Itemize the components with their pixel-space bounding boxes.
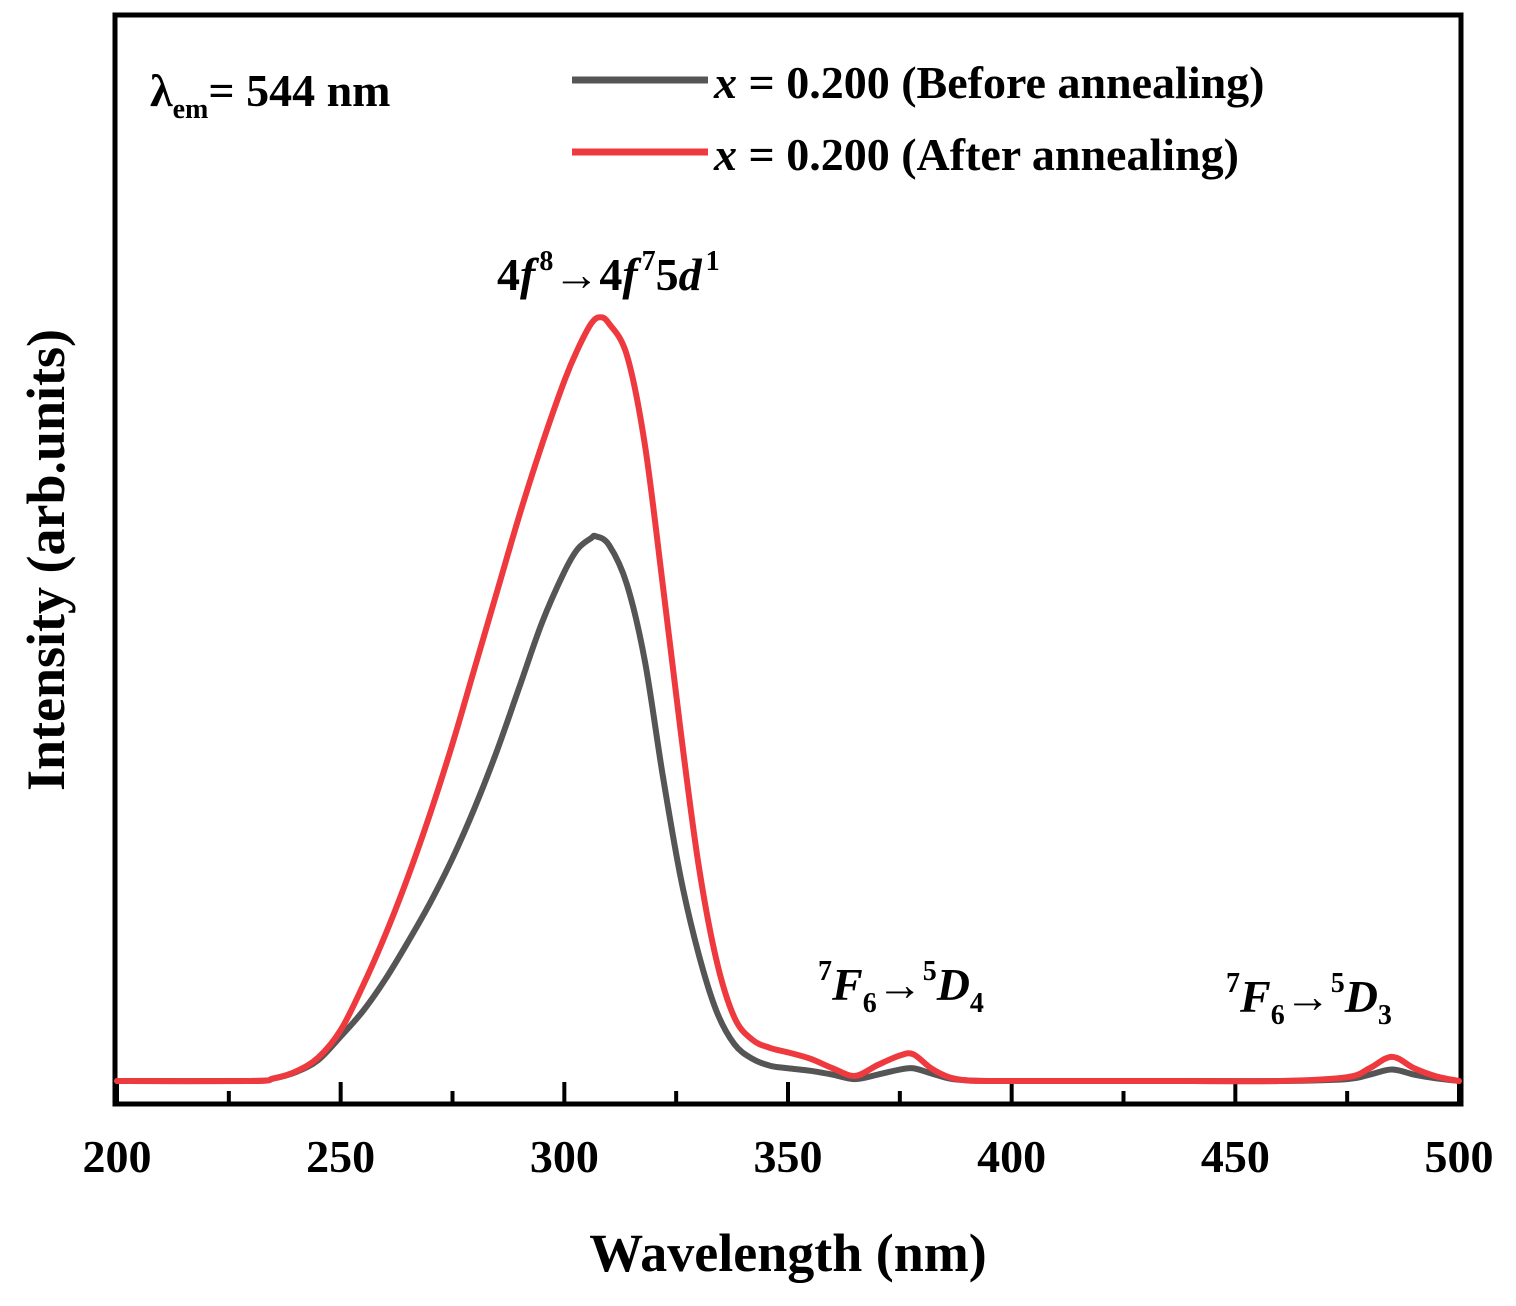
annot3-sub2: 3: [1378, 1000, 1392, 1031]
annot2-F: F: [831, 959, 863, 1010]
tick-label-500: 500: [1425, 1131, 1494, 1182]
annot1-f1: f: [520, 249, 540, 300]
annot3-pre: 7: [1226, 968, 1240, 999]
lambda-symbol: λ: [150, 65, 173, 116]
annot1-p2: 4: [599, 249, 622, 300]
annot3-D: D: [1344, 971, 1378, 1022]
x-axis-title: Wavelength (nm): [589, 1223, 987, 1283]
x-axis-ticks: [115, 1082, 1461, 1102]
tick-label-400: 400: [977, 1131, 1046, 1182]
annot1-s3: 1: [706, 246, 720, 277]
annot3-sub: 6: [1271, 1000, 1285, 1031]
y-axis-title: Intensity (arb.units): [16, 329, 76, 791]
x-axis-tick-labels: 200 250 300 350 400 450 500: [83, 1131, 1494, 1182]
annot1-f2: f: [622, 249, 642, 300]
annot2-sub2: 4: [970, 988, 984, 1019]
annot2-sub: 6: [863, 988, 877, 1019]
legend-var-before: x: [713, 57, 737, 108]
annot1-p1: 4: [497, 249, 520, 300]
plot-frame: [112, 12, 1464, 1107]
tick-label-350: 350: [754, 1131, 823, 1182]
annot2-D: D: [936, 959, 970, 1010]
legend: x = 0.200 (Before annealing) x = 0.200 (…: [572, 57, 1265, 180]
annot2-arrow: →: [877, 959, 923, 1010]
annot3-arrow: →: [1285, 971, 1331, 1022]
lambda-value: = 544 nm: [208, 65, 390, 116]
legend-text-before: = 0.200 (Before annealing): [737, 57, 1265, 108]
series-line-after-annealing: [114, 314, 1462, 1085]
tick-label-300: 300: [530, 1131, 599, 1182]
legend-var-after: x: [713, 129, 737, 180]
annot2-sup2: 5: [923, 956, 937, 987]
annotation-4f8-4f75d1: 4f 8→4f 75d 1: [497, 246, 720, 300]
legend-label-after: x = 0.200 (After annealing): [713, 129, 1239, 180]
lambda-subscript: em: [173, 94, 209, 125]
annot1-p3: 5: [656, 249, 679, 300]
tick-label-250: 250: [306, 1131, 375, 1182]
legend-text-after: = 0.200 (After annealing): [737, 129, 1239, 180]
annot1-arrow: →: [553, 249, 599, 300]
annot1-d: d: [679, 249, 703, 300]
annotation-7F6-5D4: 7F6→5D4: [818, 956, 984, 1019]
excitation-note: λem= 544 nm: [150, 65, 391, 125]
annotation-7F6-5D3: 7F6→5D3: [1226, 968, 1392, 1031]
annot3-sup2: 5: [1331, 968, 1345, 999]
tick-label-200: 200: [83, 1131, 152, 1182]
annot1-s2: 7: [642, 246, 656, 277]
legend-label-before: x = 0.200 (Before annealing): [713, 57, 1265, 108]
annot2-pre: 7: [818, 956, 832, 987]
annot3-F: F: [1239, 971, 1271, 1022]
annot1-s1: 8: [539, 246, 553, 277]
tick-label-450: 450: [1201, 1131, 1270, 1182]
series-lines: [114, 314, 1462, 1085]
